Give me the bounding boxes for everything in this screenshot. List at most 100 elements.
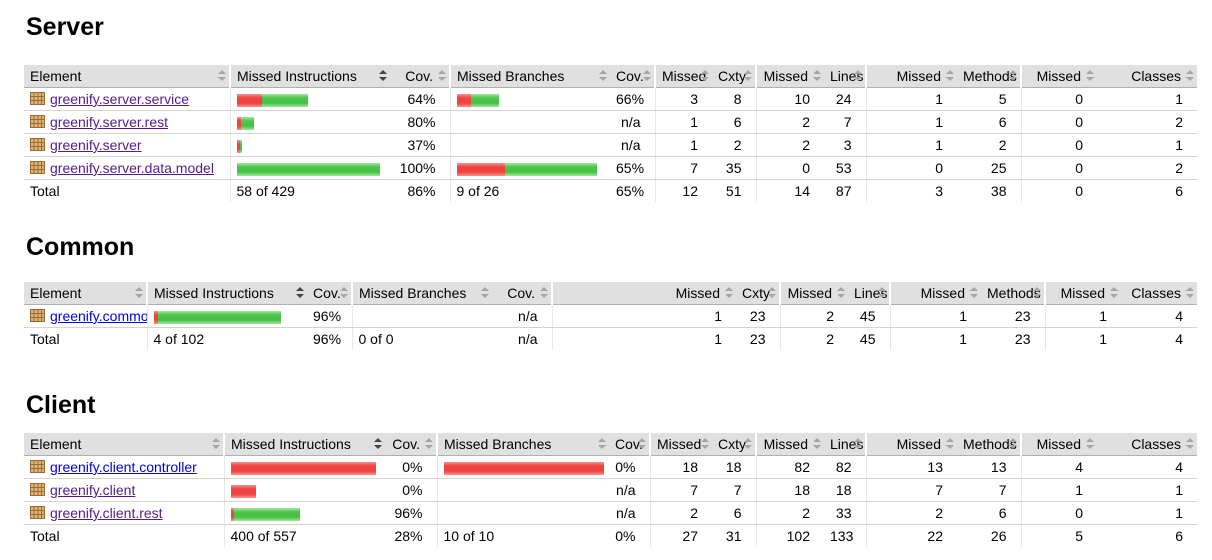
total-missed-cxty: 1 xyxy=(551,327,736,350)
instruction-coverage-percent: 37% xyxy=(390,133,450,157)
column-header-missed-instructions[interactable]: Missed Instructions xyxy=(229,65,390,88)
header-row: Element Missed Instructions Cov. Missed … xyxy=(24,433,1197,456)
table-row: greenify.client 0% n/a 7 7 18 18 7 7 1 1 xyxy=(24,478,1197,502)
column-header-methods[interactable]: Methods xyxy=(957,433,1021,456)
lines: 3 xyxy=(824,133,866,157)
table-row: greenify.client.rest 96% n/a 2 6 2 33 2 … xyxy=(24,501,1197,525)
column-header-lines[interactable]: Lines xyxy=(848,282,890,305)
column-header-element[interactable]: Element xyxy=(24,433,224,456)
instruction-coverage-bar xyxy=(223,455,385,479)
package-link[interactable]: greenify.client.controller xyxy=(50,459,197,475)
column-header-cxty[interactable]: Cxty xyxy=(736,282,780,305)
package-link[interactable]: greenify.server xyxy=(50,137,142,153)
classes: 1 xyxy=(1097,501,1197,525)
total-classes: 4 xyxy=(1175,331,1183,347)
column-header-classes[interactable]: Classes xyxy=(1097,433,1197,456)
sort-icon xyxy=(837,287,845,298)
sort-icon xyxy=(1009,438,1017,449)
total-instruction-coverage: 96% xyxy=(313,331,342,347)
column-header-missed-lines[interactable]: Missed xyxy=(755,65,824,88)
package-link[interactable]: greenify.server.data.model xyxy=(50,160,214,176)
classes: 4 xyxy=(1121,304,1197,328)
sort-icon xyxy=(701,438,709,449)
package-link[interactable]: greenify.client xyxy=(50,482,136,498)
column-header-missed-cxty[interactable]: Missed xyxy=(649,433,712,456)
branch-coverage-percent: n/a xyxy=(492,304,552,328)
package-link[interactable]: greenify.common xyxy=(50,308,147,324)
column-header-lines[interactable]: Lines xyxy=(824,433,866,456)
column-header-classes[interactable]: Classes xyxy=(1097,65,1197,88)
sort-icon xyxy=(1186,438,1194,449)
column-header-branch-coverage[interactable]: Cov. xyxy=(492,282,552,305)
column-header-instruction-coverage[interactable]: Cov. xyxy=(307,282,352,305)
total-missed-methods: 3 xyxy=(865,179,957,202)
column-header-branch-coverage[interactable]: Cov. xyxy=(610,65,655,88)
package-link[interactable]: greenify.server.rest xyxy=(50,114,169,130)
column-header-missed-branches[interactable]: Missed Branches xyxy=(351,282,492,305)
column-header-missed-methods[interactable]: Missed xyxy=(865,433,957,456)
total-label: Total xyxy=(30,183,60,199)
total-label: Total xyxy=(30,331,60,347)
column-header-missed-instructions[interactable]: Missed Instructions xyxy=(146,282,307,305)
missed-methods: 1 xyxy=(865,133,957,157)
branch-coverage-percent: n/a xyxy=(610,133,655,157)
column-header-missed-branches[interactable]: Missed Branches xyxy=(436,433,609,456)
branch-coverage-percent: n/a xyxy=(609,501,650,525)
missed-methods: 7 xyxy=(865,478,957,502)
column-header-missed-cxty[interactable]: Missed xyxy=(551,282,736,305)
branch-coverage-percent: 0% xyxy=(609,455,650,479)
sort-icon xyxy=(1186,70,1194,81)
column-header-methods[interactable]: Methods xyxy=(957,65,1021,88)
missed-cxty: 7 xyxy=(654,156,712,180)
column-header-missed-classes[interactable]: Missed xyxy=(1020,65,1097,88)
column-header-missed-methods[interactable]: Missed xyxy=(865,65,957,88)
column-header-instruction-coverage[interactable]: Cov. xyxy=(385,433,437,456)
column-header-missed-cxty[interactable]: Missed xyxy=(654,65,712,88)
column-header-cxty[interactable]: Cxty xyxy=(712,433,756,456)
package-icon xyxy=(30,114,45,128)
package-link[interactable]: greenify.server.service xyxy=(50,91,190,107)
classes: 1 xyxy=(1097,478,1197,502)
branch-coverage-bar xyxy=(351,304,492,328)
cxty: 18 xyxy=(712,455,756,479)
column-header-instruction-coverage[interactable]: Cov. xyxy=(390,65,450,88)
column-header-lines[interactable]: Lines xyxy=(824,65,866,88)
total-missed-classes: 0 xyxy=(1020,179,1097,202)
column-header-methods[interactable]: Methods xyxy=(981,282,1045,305)
total-instructions: 4 of 102 xyxy=(146,327,307,350)
cxty: 23 xyxy=(736,304,780,328)
total-row: Total 4 of 102 96% 0 of 0 n/a 1 23 2 45 … xyxy=(24,327,1197,350)
total-missed-lines: 102 xyxy=(755,524,824,547)
column-header-missed-branches[interactable]: Missed Branches xyxy=(449,65,610,88)
instruction-coverage-bar xyxy=(223,501,385,525)
column-header-missed-classes[interactable]: Missed xyxy=(1044,282,1121,305)
branch-coverage-bar xyxy=(449,133,610,157)
column-header-missed-lines[interactable]: Missed xyxy=(755,433,824,456)
column-header-missed-methods[interactable]: Missed xyxy=(889,282,981,305)
coverage-table-client: Element Missed Instructions Cov. Missed … xyxy=(24,433,1197,547)
missed-lines: 82 xyxy=(755,455,824,479)
column-header-missed-instructions[interactable]: Missed Instructions xyxy=(223,433,385,456)
total-instructions: 400 of 557 xyxy=(223,524,385,547)
missed-lines: 2 xyxy=(755,133,824,157)
cxty: 2 xyxy=(712,133,756,157)
total-label: Total xyxy=(30,528,60,544)
column-header-element[interactable]: Element xyxy=(24,282,147,305)
table-row: greenify.server.rest 80% n/a 1 6 2 7 1 6… xyxy=(24,110,1197,134)
header-row: Element Missed Instructions Cov. Missed … xyxy=(24,282,1197,305)
column-header-element[interactable]: Element xyxy=(24,65,230,88)
package-link[interactable]: greenify.client.rest xyxy=(50,505,163,521)
column-header-cxty[interactable]: Cxty xyxy=(712,65,756,88)
column-header-classes[interactable]: Classes xyxy=(1121,282,1197,305)
methods: 25 xyxy=(957,156,1021,180)
sort-icon xyxy=(813,70,821,81)
column-header-branch-coverage[interactable]: Cov. xyxy=(609,433,650,456)
column-header-missed-lines[interactable]: Missed xyxy=(779,282,848,305)
sort-icon xyxy=(438,70,446,81)
sort-icon xyxy=(1086,70,1094,81)
missed-cxty: 1 xyxy=(551,304,736,328)
column-header-missed-classes[interactable]: Missed xyxy=(1020,433,1097,456)
element-cell: greenify.server.service xyxy=(24,87,230,111)
coverage-table-common: Element Missed Instructions Cov. Missed … xyxy=(24,282,1197,350)
total-missed-classes: 5 xyxy=(1020,524,1097,547)
